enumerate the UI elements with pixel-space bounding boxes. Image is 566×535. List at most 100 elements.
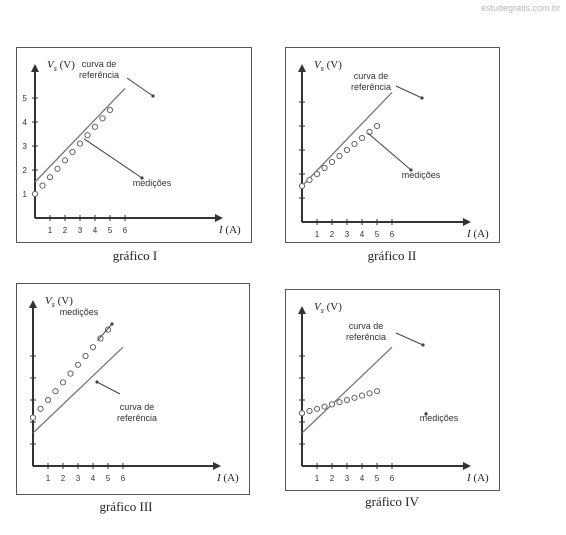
graph-2-measurement-point <box>298 182 306 190</box>
graph-4-y-arrow-icon <box>298 306 306 314</box>
graph-4-y-axis-title: Vs (V) <box>314 301 342 315</box>
graph-1-x-axis-title: I (A) <box>218 224 241 236</box>
graph-3-x-tick-label: 1 <box>46 474 51 483</box>
graph-3-reference-leader <box>96 381 121 395</box>
graph-1-measurement-point <box>61 157 69 164</box>
graph-panel-3: 1 2 3 4 5 6 Vs (V) I (A) curva de referência mediç… <box>16 283 250 495</box>
graph-1-measurements-leader <box>83 138 143 179</box>
graph-1-measurement-point <box>31 190 39 198</box>
graph-1-svg: 1 2 3 4 5 6 1 2 3 4 5 Vs (V) I (A) curva dereferência… <box>23 59 241 236</box>
graph-2-measurement-point <box>313 170 321 178</box>
graph-1-measurement-point <box>91 123 99 130</box>
graph-3-measurement-point <box>67 370 74 377</box>
graph-3-y-arrow-icon <box>29 300 37 308</box>
graph-1-caption: gráfico I <box>112 248 158 263</box>
graph-3-measurement-point <box>52 388 59 395</box>
graph-4-reference-leader-head-icon <box>421 343 425 347</box>
graph-2-reference-leader-head-icon <box>420 96 424 100</box>
graph-4-measurements-label: medições <box>420 413 459 423</box>
graph-panel-1: 1 2 3 4 5 6 1 2 3 4 5 Vs (V) I (A) curva de referência… <box>16 47 252 243</box>
graph-4-measurement-point <box>358 392 366 399</box>
graph-2-measurement-point <box>328 158 336 166</box>
graph-4-reference-label-1: curva de <box>349 321 384 331</box>
graph-1-y-tick-label: 4 <box>23 118 28 127</box>
graph-2-x-tick-label: 6 <box>390 230 395 239</box>
graph-4-measurement-point <box>343 396 351 404</box>
graph-1-measurement-point <box>84 132 91 139</box>
graph-4-x-tick-label: 2 <box>330 474 335 483</box>
graph-3-measurement-point <box>29 414 37 421</box>
graph-3-y-axis-title: Vs (V) <box>45 295 73 309</box>
graph-2-x-tick-label: 3 <box>345 230 350 239</box>
graph-4-measurement-point <box>373 388 381 395</box>
graph-1-measurement-point <box>76 140 84 147</box>
graph-1-x-tick-label: 6 <box>123 226 128 235</box>
graph-2-x-tick-label: 2 <box>330 230 335 239</box>
graph-2-reference-leader <box>395 85 423 99</box>
graph-1-x-tick-label: 4 <box>93 226 98 235</box>
graph-2-y-arrow-icon <box>298 64 306 72</box>
graph-1-reference-label-1: curva de <box>82 59 117 69</box>
graph-3-x-tick-label: 2 <box>61 474 66 483</box>
graph-2-measurement-point <box>366 128 373 136</box>
graph-3-measurement-point <box>97 335 104 342</box>
graph-4-measurement-point <box>321 403 328 410</box>
graph-4-caption: gráfico IV <box>365 494 419 509</box>
graph-2-measurements-label: medições <box>402 170 441 180</box>
graph-2-measurements-leader <box>367 132 412 171</box>
graph-3-measurement-point <box>82 352 89 360</box>
graph-3-measurements-leader <box>97 323 113 341</box>
graph-2-y-axis-title: Vs (V) <box>314 59 342 73</box>
graph-3-caption: gráfico III <box>99 499 153 514</box>
graph-2-x-tick-label: 5 <box>375 230 380 239</box>
graph-3-measurements-label: medições <box>60 307 99 317</box>
graph-1-measurements-label: medições <box>133 178 172 188</box>
graph-1-y-arrow-icon <box>31 64 39 72</box>
watermark: estudegratis.com.br <box>480 3 560 13</box>
graph-4-reference-leader <box>395 332 424 346</box>
graph-1-y-axis-title: Vs (V) <box>47 59 75 73</box>
graph-2-reference-label-1: curva de <box>354 71 389 81</box>
graph-1-reference-leader <box>126 77 154 97</box>
graph-2-measurement-point <box>343 146 351 154</box>
graph-1-reference-curve <box>34 87 126 183</box>
graph-1-y-tick-label: 2 <box>23 166 28 175</box>
graph-3-measurement-point <box>74 361 82 368</box>
graph-4-measurement-point <box>366 390 373 397</box>
graph-2-x-tick-label: 4 <box>360 230 365 239</box>
graph-3-measurement-point <box>59 379 67 386</box>
graph-4-reference-label-2: referência <box>346 332 386 342</box>
graph-2-reference-label-2: referência <box>351 82 391 92</box>
graph-2-measurement-point <box>321 164 328 172</box>
graph-4-x-tick-label: 1 <box>315 474 320 483</box>
graph-4-measurement-point <box>351 394 358 401</box>
graph-1-x-tick-label: 1 <box>48 226 53 235</box>
graph-3-x-arrow-icon <box>213 462 221 470</box>
graph-1-y-tick-label: 3 <box>23 142 28 151</box>
graph-4-x-tick-label: 5 <box>375 474 380 483</box>
graph-4-x-tick-label: 6 <box>390 474 395 483</box>
graph-2-reference-curve <box>301 91 393 187</box>
graph-4-x-arrow-icon <box>463 462 471 470</box>
graph-4-x-tick-label: 4 <box>360 474 365 483</box>
graph-3-measurement-point <box>89 344 97 351</box>
graph-3-measurement-point <box>104 326 112 333</box>
graph-4-measurements-leader-head-icon <box>424 412 428 416</box>
graph-2-measurements-leader-head-icon <box>409 168 413 172</box>
graph-3-measurement-point <box>37 405 44 412</box>
graph-2-x-axis-title: I (A) <box>466 228 489 240</box>
graph-4-measurement-point <box>306 407 313 415</box>
graph-2-measurement-point <box>306 176 313 184</box>
graph-panel-4: 1 2 3 4 5 6 Vs (V) I (A) curva de referência mediç… <box>285 289 500 491</box>
graph-1-x-tick-label: 3 <box>78 226 83 235</box>
graph-4-reference-curve <box>301 346 393 434</box>
graph-3-reference-label-2: referência <box>117 413 157 423</box>
graph-2-x-tick-label: 1 <box>315 230 320 239</box>
graph-2-measurement-point <box>336 152 343 160</box>
graph-3-x-tick-label: 4 <box>91 474 96 483</box>
graph-3-measurements-leader-head-icon <box>110 322 114 326</box>
graph-3-reference-curve <box>32 346 124 434</box>
graph-4-measurement-point <box>336 399 343 406</box>
graph-3-x-tick-label: 5 <box>106 474 111 483</box>
